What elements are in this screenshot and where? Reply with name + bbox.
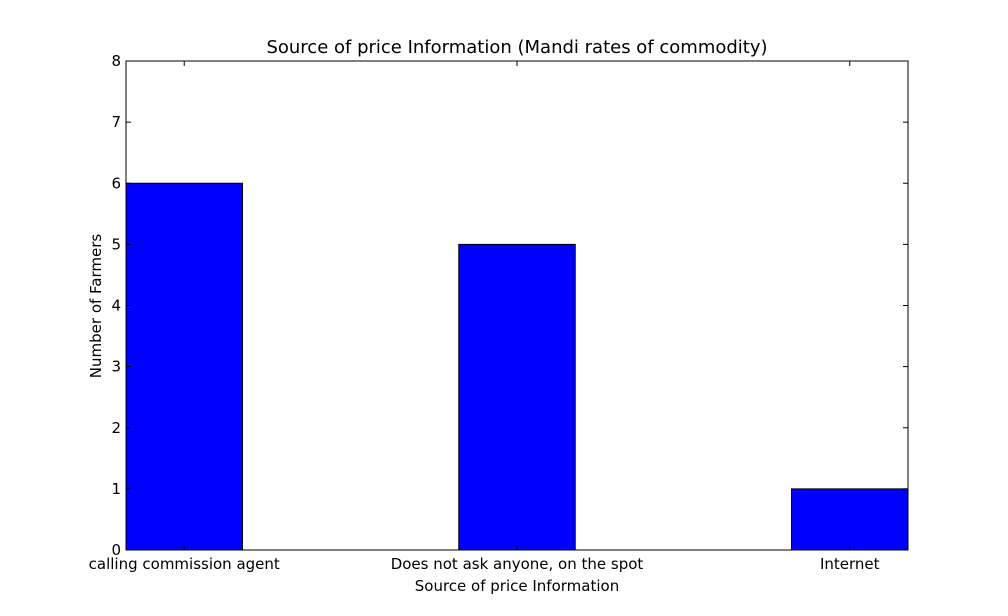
y-tick-label: 8 bbox=[111, 52, 121, 70]
bars-layer bbox=[125, 182, 909, 551]
chart-title: Source of price Information (Mandi rates… bbox=[266, 37, 767, 58]
y-tick-label: 3 bbox=[111, 358, 121, 376]
plot-frame bbox=[125, 60, 909, 551]
x-tick-label: Does not ask anyone, on the spot bbox=[391, 555, 644, 573]
y-tick-label: 4 bbox=[111, 297, 121, 315]
y-tick-label: 2 bbox=[111, 419, 121, 437]
y-ticks-layer: 0 1 2 3 4 5 6 7 8 bbox=[111, 52, 908, 559]
y-tick-label: 6 bbox=[111, 174, 121, 192]
y-tick-label: 1 bbox=[111, 480, 121, 498]
y-axis-label: Number of Farmers bbox=[87, 234, 105, 379]
x-tick-label: Internet bbox=[820, 555, 880, 573]
x-axis-label: Source of price Information bbox=[415, 577, 619, 595]
bar-1 bbox=[458, 243, 576, 551]
y-tick-label: 5 bbox=[111, 235, 121, 253]
y-tick-label: 0 bbox=[111, 541, 121, 559]
bar-2 bbox=[791, 488, 909, 551]
x-tick-label: calling commission agent bbox=[89, 555, 280, 573]
y-tick-label: 7 bbox=[111, 113, 121, 131]
bar-0 bbox=[125, 182, 243, 551]
x-ticks-layer: calling commission agent Does not ask any… bbox=[89, 61, 880, 573]
